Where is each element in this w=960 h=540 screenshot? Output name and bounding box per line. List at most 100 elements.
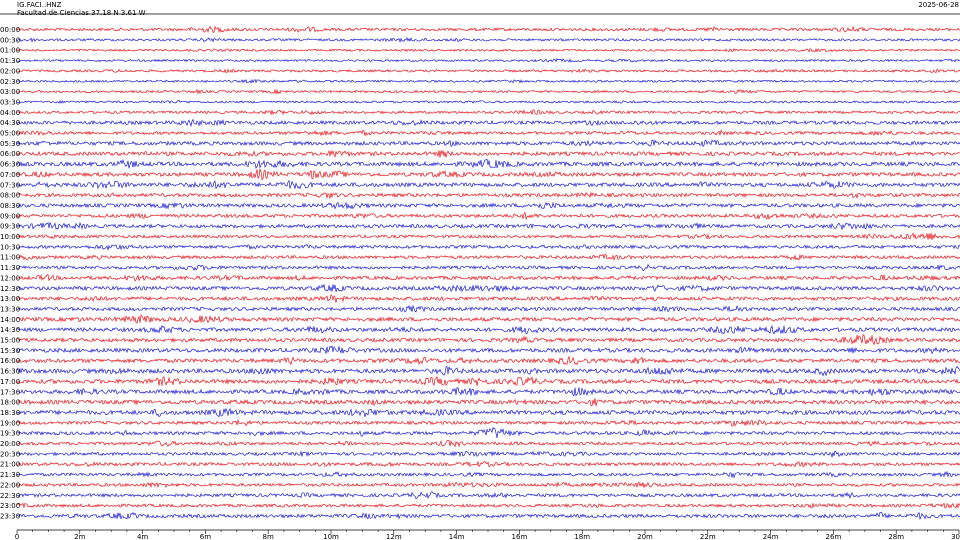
seismic-trace-0430 — [16, 118, 960, 128]
row-time-label: 13:00 — [0, 295, 20, 303]
seismic-trace-1900 — [16, 418, 960, 427]
row-time-label: 16:00 — [0, 357, 20, 365]
seismic-trace-1800 — [16, 398, 960, 407]
row-time-label: 13:30 — [0, 305, 20, 313]
seismic-trace-1600 — [16, 355, 960, 366]
row-time-label: 23:30 — [0, 512, 20, 520]
trace-group — [16, 25, 960, 521]
row-time-label: 19:00 — [0, 419, 20, 427]
row-time-label: 07:00 — [0, 171, 20, 179]
seismic-trace-0730 — [16, 179, 960, 190]
row-time-label: 06:30 — [0, 161, 20, 169]
x-tick-label: 22m — [700, 533, 716, 540]
seismic-trace-0200 — [16, 68, 960, 74]
row-time-label: 08:30 — [0, 202, 20, 210]
seismic-trace-1000 — [16, 232, 960, 241]
seismic-trace-1830 — [16, 407, 960, 418]
seismic-trace-0930 — [16, 221, 960, 230]
station-code: IG.FACI..HNZ — [17, 1, 62, 9]
seismic-trace-0330 — [16, 99, 960, 105]
row-time-label: 05:30 — [0, 140, 20, 148]
seismic-trace-1630 — [16, 365, 960, 377]
seismic-trace-0500 — [16, 129, 960, 137]
seismic-trace-0700 — [16, 168, 960, 181]
time-axis: 0 2m 4m 6m 8m 10m 12m 14m 16m 18m 20m 22m 24m 26m 28m 3… — [15, 529, 960, 540]
row-time-label: 10:00 — [0, 233, 20, 241]
seismic-trace-1200 — [16, 273, 960, 282]
row-time-label: 10:30 — [0, 243, 20, 251]
row-time-label: 17:30 — [0, 388, 20, 396]
seismic-trace-0030 — [16, 37, 960, 44]
x-tick-label: 8m — [263, 533, 274, 540]
seismic-trace-1730 — [16, 387, 960, 397]
x-tick-label: 18m — [574, 533, 590, 540]
x-tick-label: 10m — [323, 533, 339, 540]
row-time-label: 20:30 — [0, 450, 20, 458]
seismic-trace-1700 — [16, 375, 960, 387]
row-time-label: 11:30 — [0, 264, 20, 272]
seismic-trace-1330 — [16, 304, 960, 313]
seismic-trace-0800 — [16, 191, 960, 199]
x-tick-label: 30 — [951, 533, 960, 540]
row-time-label: 01:30 — [0, 57, 20, 65]
seismic-trace-0600 — [16, 149, 960, 158]
row-time-label: 18:30 — [0, 409, 20, 417]
seismic-trace-0400 — [16, 108, 960, 116]
seismic-trace-0300 — [16, 88, 960, 95]
seismic-trace-2300 — [16, 502, 960, 509]
row-time-label: 21:30 — [0, 471, 20, 479]
x-tick-label: 6m — [200, 533, 211, 540]
row-time-label: 17:00 — [0, 378, 20, 386]
seismic-trace-0100 — [16, 48, 960, 53]
seismic-trace-0000 — [16, 25, 960, 34]
seismic-trace-2000 — [16, 440, 960, 448]
row-time-label: 12:30 — [0, 285, 20, 293]
x-tick-label: 24m — [763, 533, 779, 540]
seismic-trace-1130 — [16, 263, 960, 271]
seismic-trace-0830 — [16, 201, 960, 210]
x-tick-label: 26m — [826, 533, 842, 540]
row-time-label: 00:30 — [0, 36, 20, 44]
seismic-trace-2330 — [16, 511, 960, 521]
row-time-label: 15:00 — [0, 337, 20, 345]
x-tick-label: 16m — [512, 533, 528, 540]
header-info: IG.FACI..HNZ Facultad de Ciencias 37.18 … — [17, 1, 146, 17]
seismic-trace-1230 — [16, 283, 960, 293]
row-time-label: 20:00 — [0, 440, 20, 448]
row-time-label: 12:00 — [0, 274, 20, 282]
seismic-trace-1100 — [16, 253, 960, 262]
row-label-group: 00:00 00:30 01:00 01:30 02:00 02:30 03:00 03:30… — [0, 26, 20, 520]
row-time-label: 03:00 — [0, 88, 20, 96]
row-time-label: 21:00 — [0, 461, 20, 469]
row-time-label: 22:00 — [0, 481, 20, 489]
row-time-label: 14:00 — [0, 316, 20, 324]
row-time-label: 11:00 — [0, 254, 20, 262]
x-tick-label: 20m — [637, 533, 653, 540]
row-time-label: 04:30 — [0, 119, 20, 127]
row-time-label: 03:30 — [0, 98, 20, 106]
seismic-trace-2230 — [16, 491, 960, 500]
x-tick-label: 14m — [449, 533, 465, 540]
seismic-trace-1400 — [16, 314, 960, 324]
seismic-trace-0530 — [16, 139, 960, 148]
row-time-label: 09:00 — [0, 212, 20, 220]
x-tick-label: 2m — [74, 533, 85, 540]
seismic-trace-0230 — [16, 78, 960, 84]
x-tick-label: 0 — [15, 533, 19, 540]
seismic-trace-0130 — [16, 58, 960, 63]
seismic-trace-2030 — [16, 450, 960, 459]
row-time-label: 16:30 — [0, 368, 20, 376]
row-time-label: 08:00 — [0, 192, 20, 200]
row-time-label: 02:30 — [0, 78, 20, 86]
row-time-label: 23:00 — [0, 502, 20, 510]
header-date: 2025-06-28 — [918, 1, 959, 9]
x-tick-label: 12m — [386, 533, 402, 540]
row-time-label: 02:00 — [0, 67, 20, 75]
row-time-label: 04:00 — [0, 109, 20, 117]
seismic-trace-1930 — [16, 426, 960, 438]
row-time-label: 09:30 — [0, 223, 20, 231]
seismic-trace-0630 — [16, 158, 960, 169]
seismic-trace-1530 — [16, 345, 960, 355]
row-time-label: 05:00 — [0, 130, 20, 138]
